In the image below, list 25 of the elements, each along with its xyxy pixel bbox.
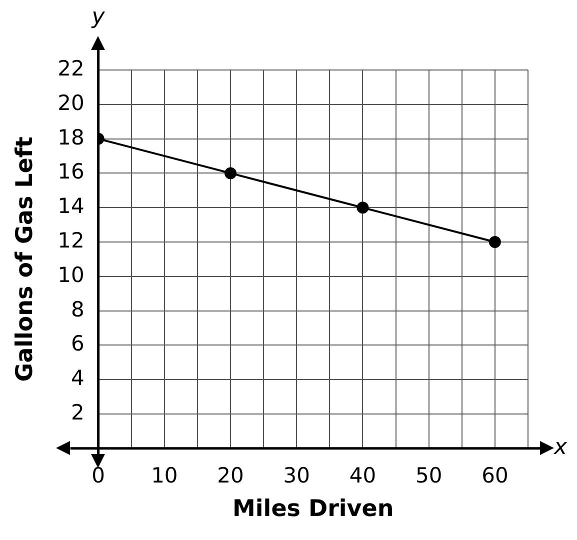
x-tick-label: 30 [283, 463, 310, 488]
y-tick-label: 6 [70, 332, 84, 356]
y-tick-label: 4 [70, 366, 84, 390]
y-tick-label: 14 [58, 194, 84, 218]
y-tick-label: 22 [58, 56, 84, 80]
text: x [553, 435, 568, 460]
y-tick-label: 2 [70, 400, 84, 424]
point [224, 167, 237, 180]
point [488, 236, 501, 248]
x-tick-label: 60 [482, 463, 508, 488]
x-tick-label: 10 [151, 463, 178, 488]
x-tick-label: 20 [217, 463, 244, 488]
x-tick-label: 0 [92, 463, 106, 488]
y-tick-label: 16 [58, 160, 84, 184]
x-axis-title: Miles Driven [232, 496, 394, 522]
y-tick-label: 10 [58, 262, 84, 287]
text: y [90, 4, 106, 30]
y-tick-label: 20 [58, 90, 84, 115]
y-tick-label: 8 [70, 297, 84, 322]
x-tick-label: 50 [415, 463, 442, 488]
x-tick-label: 40 [349, 463, 376, 488]
y-tick-label: 18 [58, 125, 84, 150]
y-axis-title: Gallons of Gas Left [12, 136, 38, 382]
point [356, 202, 369, 214]
y-tick-label: 12 [58, 228, 84, 252]
